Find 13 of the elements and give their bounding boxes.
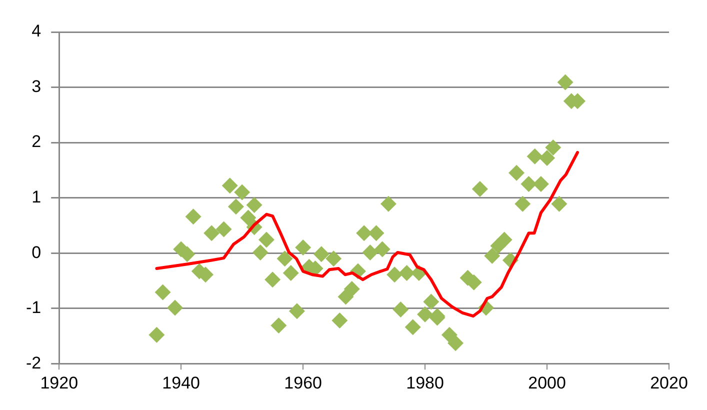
x-tick-label: 2000 (528, 373, 566, 392)
y-tick-label: -2 (26, 353, 42, 372)
y-tick-label: 4 (32, 22, 42, 41)
x-tick-label: 1980 (406, 373, 444, 392)
y-tick-label: 1 (32, 187, 42, 206)
x-tick-label: 1940 (162, 373, 200, 392)
x-tick-label: 1960 (284, 373, 322, 392)
y-tick-label: 0 (32, 242, 42, 262)
y-tick-label: -1 (26, 298, 42, 318)
y-tick-label: 3 (32, 76, 42, 96)
x-tick-label: 2020 (650, 373, 688, 392)
x-tick-label: 1920 (40, 373, 78, 392)
y-tick-label: 2 (32, 132, 42, 152)
